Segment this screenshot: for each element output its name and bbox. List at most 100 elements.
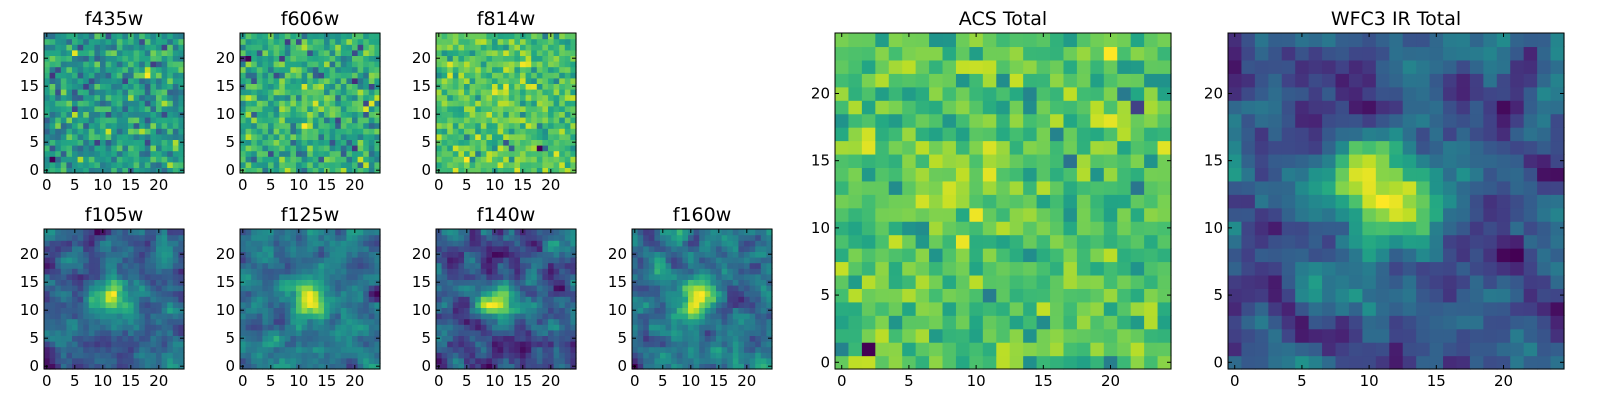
heatmap-cell <box>279 335 286 342</box>
heatmap-cell <box>721 357 728 364</box>
heatmap-cell <box>161 156 168 163</box>
heatmap-cell <box>480 128 487 135</box>
heatmap-cell <box>340 257 347 264</box>
heatmap-cell <box>1023 301 1038 316</box>
heatmap-cell <box>60 117 67 124</box>
heatmap-cell <box>520 273 527 280</box>
heatmap-cell <box>861 355 876 370</box>
heatmap-cell <box>704 273 711 280</box>
heatmap-cell <box>693 290 700 297</box>
heatmap-cell <box>268 352 275 359</box>
heatmap-cell <box>296 133 303 140</box>
heatmap-cell <box>256 117 263 124</box>
heatmap-cell <box>508 352 515 359</box>
heatmap-cell <box>1023 274 1038 289</box>
heatmap-cell <box>122 240 129 247</box>
heatmap-cell <box>340 100 347 107</box>
heatmap-cell <box>111 301 118 308</box>
heatmap-cell <box>105 83 112 90</box>
heatmap-cell <box>139 240 146 247</box>
heatmap-cell <box>503 352 510 359</box>
heatmap-cell <box>929 207 944 222</box>
heatmap-cell <box>329 307 336 314</box>
heatmap-cell <box>548 268 555 275</box>
heatmap-cell <box>848 315 863 330</box>
heatmap-cell <box>273 77 280 84</box>
heatmap-cell <box>88 307 95 314</box>
heatmap-cell <box>262 61 269 68</box>
heatmap-cell <box>514 156 521 163</box>
heatmap-cell <box>503 234 510 241</box>
heatmap-cell <box>363 150 370 157</box>
heatmap-cell <box>441 55 448 62</box>
heatmap-cell <box>340 307 347 314</box>
heatmap-cell <box>660 307 667 314</box>
heatmap-cell <box>144 352 151 359</box>
heatmap-cell <box>1009 342 1024 357</box>
heatmap-cell <box>632 296 639 303</box>
heatmap-cell <box>161 49 168 56</box>
heatmap-cell <box>835 288 850 303</box>
heatmap-cell <box>100 329 107 336</box>
heatmap-cell <box>72 357 79 364</box>
heatmap-cell <box>83 324 90 331</box>
heatmap-cell <box>161 61 168 68</box>
heatmap-cell <box>475 313 482 320</box>
heatmap-cell <box>570 122 577 129</box>
heatmap-cell <box>251 279 258 286</box>
heatmap-cell <box>464 346 471 353</box>
heatmap-cell <box>1090 180 1105 195</box>
heatmap-cell <box>77 61 84 68</box>
heatmap-cell <box>458 167 465 174</box>
heatmap-cell <box>66 111 73 118</box>
heatmap-cell <box>55 117 62 124</box>
heatmap-cell <box>279 229 286 236</box>
heatmap-cell <box>144 313 151 320</box>
heatmap-cell <box>161 117 168 124</box>
heatmap-cell <box>156 145 163 152</box>
heatmap-cell <box>508 301 515 308</box>
heatmap-cell <box>301 94 308 101</box>
heatmap-cell <box>671 245 678 252</box>
heatmap-cell <box>329 324 336 331</box>
heatmap-cell <box>553 61 560 68</box>
heatmap-cell <box>156 66 163 73</box>
heatmap-cell <box>312 352 319 359</box>
heatmap-cell <box>374 329 381 336</box>
heatmap-cell <box>888 194 903 209</box>
heatmap-cell <box>133 156 140 163</box>
heatmap-cell <box>469 139 476 146</box>
heatmap-cell <box>105 335 112 342</box>
heatmap-cell <box>352 324 359 331</box>
heatmap-cell <box>553 251 560 258</box>
heatmap-cell <box>83 268 90 275</box>
heatmap-cell <box>749 324 756 331</box>
heatmap-cell <box>553 307 560 314</box>
heatmap-cell <box>156 72 163 79</box>
heatmap-cell <box>144 150 151 157</box>
heatmap-cell <box>268 150 275 157</box>
heatmap-cell <box>346 285 353 292</box>
heatmap-cell <box>167 167 174 174</box>
heatmap-cell <box>340 145 347 152</box>
heatmap-cell <box>290 262 297 269</box>
heatmap-cell <box>284 44 291 51</box>
heatmap-cell <box>324 161 331 168</box>
heatmap-cell <box>536 139 543 146</box>
heatmap-cell <box>312 33 319 40</box>
heatmap-cell <box>105 234 112 241</box>
heatmap-cell <box>637 290 644 297</box>
heatmap-cell <box>318 301 325 308</box>
heatmap-cell <box>486 301 493 308</box>
heatmap-cell <box>296 77 303 84</box>
heatmap-cell <box>128 262 135 269</box>
heatmap-cell <box>284 89 291 96</box>
heatmap-cell <box>682 307 689 314</box>
heatmap-cell <box>111 296 118 303</box>
heatmap-cell <box>167 229 174 236</box>
heatmap-cell <box>654 335 661 342</box>
heatmap-cell <box>167 33 174 40</box>
heatmap-cell <box>727 363 734 370</box>
heatmap-cell <box>256 105 263 112</box>
heatmap-cell <box>128 49 135 56</box>
